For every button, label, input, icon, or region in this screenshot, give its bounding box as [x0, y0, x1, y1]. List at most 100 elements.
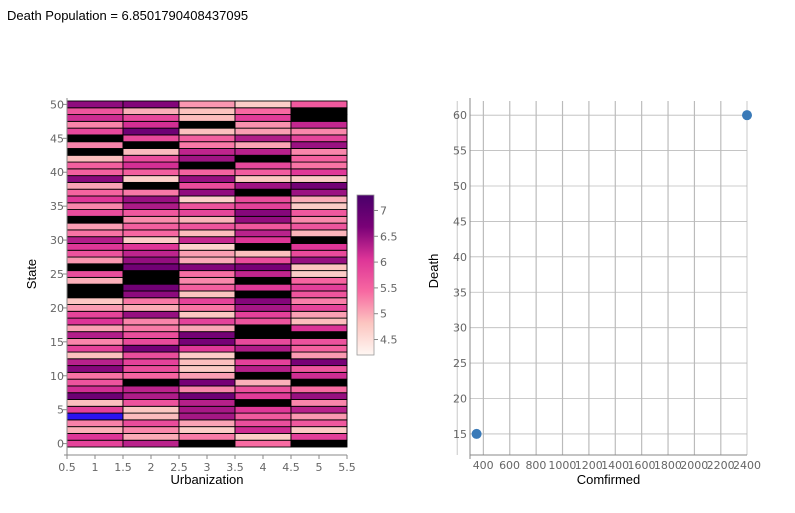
- heatmap-cell[interactable]: [290, 209, 348, 217]
- heatmap-cell[interactable]: [66, 439, 124, 448]
- heatmap-cell[interactable]: [234, 392, 292, 400]
- heatmap-cell[interactable]: [178, 249, 236, 258]
- heatmap-cell[interactable]: [66, 412, 124, 421]
- heatmap-cell[interactable]: [234, 365, 292, 373]
- heatmap-cell[interactable]: [178, 385, 236, 394]
- heatmap-cell[interactable]: [122, 222, 180, 231]
- heatmap-cell[interactable]: [290, 385, 348, 394]
- heatmap-cell[interactable]: [122, 426, 180, 434]
- heatmap-cell[interactable]: [178, 100, 236, 109]
- heatmap-cell[interactable]: [178, 365, 236, 373]
- heatmap-cell[interactable]: [122, 405, 180, 414]
- heatmap-cell[interactable]: [122, 154, 180, 163]
- heatmap-cell[interactable]: [178, 181, 236, 190]
- heatmap-cell[interactable]: [290, 317, 348, 326]
- heatmap-cell[interactable]: [290, 371, 348, 380]
- heatmap-cell[interactable]: [178, 202, 236, 210]
- heatmap-cell[interactable]: [234, 290, 292, 299]
- heatmap-cell[interactable]: [290, 222, 348, 231]
- heatmap-cell[interactable]: [290, 161, 348, 170]
- heatmap-cell[interactable]: [234, 270, 292, 278]
- heatmap-cell[interactable]: [234, 419, 292, 428]
- heatmap-cell[interactable]: [122, 432, 180, 441]
- heatmap-cell[interactable]: [290, 412, 348, 421]
- heatmap-cell[interactable]: [66, 154, 124, 163]
- heatmap-cell[interactable]: [290, 263, 348, 272]
- heatmap-cell[interactable]: [234, 276, 292, 285]
- heatmap-cell[interactable]: [178, 331, 236, 339]
- heatmap-cell[interactable]: [178, 419, 236, 428]
- heatmap-cell[interactable]: [290, 195, 348, 204]
- heatmap-cell[interactable]: [122, 249, 180, 258]
- heatmap-cell[interactable]: [66, 256, 124, 265]
- heatmap-cell[interactable]: [234, 134, 292, 143]
- heatmap-cell[interactable]: [122, 419, 180, 428]
- heatmap-cell[interactable]: [290, 426, 348, 434]
- heatmap-cell[interactable]: [122, 100, 180, 109]
- heatmap-cell[interactable]: [66, 141, 124, 149]
- heatmap-cell[interactable]: [234, 236, 292, 244]
- heatmap-cell[interactable]: [66, 270, 124, 278]
- heatmap-cell[interactable]: [178, 256, 236, 265]
- heatmap-cell[interactable]: [122, 175, 180, 183]
- heatmap-cell[interactable]: [290, 141, 348, 149]
- heatmap-cell[interactable]: [234, 399, 292, 407]
- heatmap-cell[interactable]: [178, 107, 236, 116]
- heatmap-cell[interactable]: [66, 181, 124, 190]
- heatmap-cell[interactable]: [122, 195, 180, 204]
- heatmap-cell[interactable]: [66, 134, 124, 143]
- heatmap-cell[interactable]: [178, 154, 236, 163]
- heatmap-cell[interactable]: [290, 243, 348, 251]
- heatmap-cell[interactable]: [290, 188, 348, 197]
- heatmap-cell[interactable]: [66, 399, 124, 407]
- heatmap-cell[interactable]: [122, 324, 180, 333]
- heatmap-cell[interactable]: [234, 256, 292, 265]
- heatmap-cell[interactable]: [66, 120, 124, 129]
- heatmap-cell[interactable]: [122, 290, 180, 299]
- heatmap-cell[interactable]: [234, 195, 292, 204]
- heatmap-cell[interactable]: [66, 249, 124, 258]
- heatmap-cell[interactable]: [290, 114, 348, 122]
- heatmap-cell[interactable]: [234, 317, 292, 326]
- heatmap-cell[interactable]: [290, 392, 348, 400]
- heatmap-cell[interactable]: [66, 324, 124, 333]
- heatmap-cell[interactable]: [178, 310, 236, 319]
- heatmap-cell[interactable]: [122, 304, 180, 312]
- heatmap-cell[interactable]: [290, 365, 348, 373]
- heatmap-cell[interactable]: [290, 304, 348, 312]
- heatmap-cell[interactable]: [290, 202, 348, 210]
- heatmap-cell[interactable]: [66, 358, 124, 367]
- heatmap-cell[interactable]: [290, 351, 348, 360]
- heatmap-cell[interactable]: [234, 331, 292, 339]
- heatmap-cell[interactable]: [66, 310, 124, 319]
- heatmap-cell[interactable]: [122, 256, 180, 265]
- heatmap-cell[interactable]: [122, 351, 180, 360]
- heatmap-cell[interactable]: [66, 378, 124, 387]
- heatmap-cell[interactable]: [178, 229, 236, 238]
- heatmap-cell[interactable]: [178, 439, 236, 448]
- heatmap-cell[interactable]: [290, 310, 348, 319]
- heatmap-cell[interactable]: [178, 276, 236, 285]
- heatmap-cell[interactable]: [178, 270, 236, 278]
- heatmap-cell[interactable]: [122, 378, 180, 387]
- heatmap-cell[interactable]: [122, 236, 180, 244]
- heatmap-cell[interactable]: [66, 351, 124, 360]
- heatmap-cell[interactable]: [178, 148, 236, 156]
- heatmap-cell[interactable]: [66, 283, 124, 292]
- heatmap-cell[interactable]: [122, 188, 180, 197]
- heatmap-cell[interactable]: [234, 283, 292, 292]
- heatmap-cell[interactable]: [178, 426, 236, 434]
- heatmap-cell[interactable]: [234, 378, 292, 387]
- heatmap-cell[interactable]: [290, 331, 348, 339]
- heatmap-cell[interactable]: [290, 134, 348, 143]
- heatmap-chart[interactable]: 0.5 1 1.5 2 2.5 3 3.5 4 4.5 5 5.5 0 5 10 15 20 25 30 35 40 4…: [24, 98, 356, 487]
- heatmap-cell[interactable]: [234, 202, 292, 210]
- heatmap-cell[interactable]: [178, 114, 236, 122]
- heatmap-cell[interactable]: [178, 168, 236, 177]
- heatmap-cell[interactable]: [178, 358, 236, 367]
- heatmap-cell[interactable]: [66, 405, 124, 414]
- heatmap-cell[interactable]: [66, 175, 124, 183]
- heatmap-cell[interactable]: [122, 283, 180, 292]
- heatmap-cell[interactable]: [234, 324, 292, 333]
- heatmap-cell[interactable]: [234, 351, 292, 360]
